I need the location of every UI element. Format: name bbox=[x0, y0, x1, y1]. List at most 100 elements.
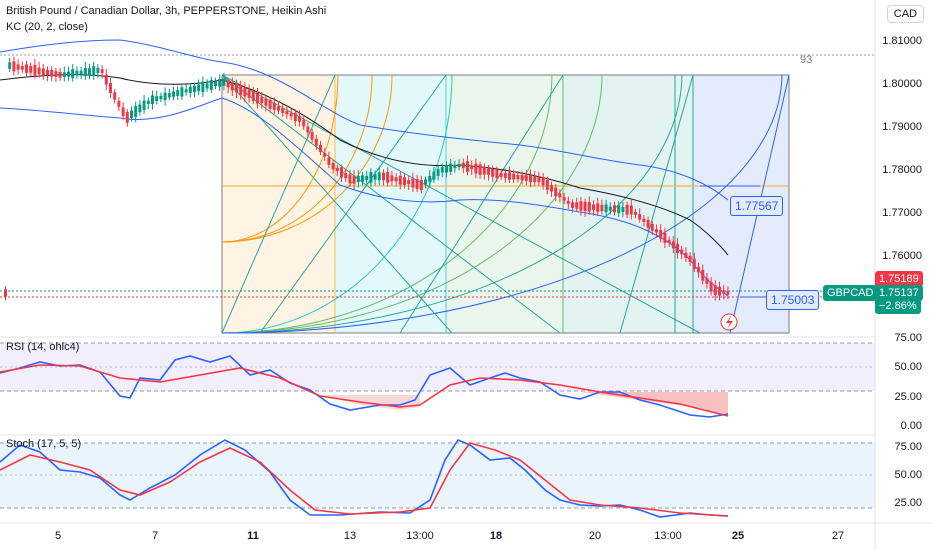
candle-body bbox=[348, 174, 352, 184]
candle-body bbox=[600, 204, 604, 212]
candle-body bbox=[604, 204, 608, 213]
candle-body bbox=[709, 281, 713, 292]
candle-body bbox=[130, 110, 133, 119]
change-tag: −2.86% bbox=[875, 298, 921, 314]
candle-body bbox=[470, 166, 474, 170]
candle-body bbox=[201, 81, 205, 93]
candle-body bbox=[449, 163, 453, 172]
candle-body bbox=[554, 187, 558, 197]
candle-body bbox=[365, 175, 369, 181]
price-tick: 1.79000 bbox=[882, 121, 922, 133]
candle-body bbox=[541, 177, 545, 186]
candle-body bbox=[407, 180, 411, 185]
candle-body bbox=[16, 64, 20, 70]
candle-body bbox=[575, 202, 579, 209]
candle-body bbox=[247, 90, 251, 98]
stoch-pane bbox=[0, 434, 875, 518]
rsi-tick: 0.00 bbox=[900, 420, 922, 432]
candle-body bbox=[25, 64, 28, 73]
candle-body bbox=[583, 201, 587, 211]
candle-body bbox=[4, 289, 7, 297]
indicator-label: KC (20, 2, close) bbox=[6, 21, 88, 33]
candle-body bbox=[37, 67, 41, 75]
candle-body bbox=[621, 206, 625, 212]
candle-body bbox=[218, 79, 222, 87]
candle-body bbox=[306, 126, 310, 133]
candle-body bbox=[88, 68, 91, 75]
candle-body bbox=[579, 201, 583, 211]
candle-body bbox=[520, 174, 524, 181]
candle-body bbox=[382, 172, 385, 181]
candle-body bbox=[663, 232, 667, 243]
candle-body bbox=[650, 223, 654, 231]
candle-body bbox=[608, 206, 612, 211]
candle-body bbox=[277, 106, 280, 111]
drawing-price-label-a[interactable]: 1.77567 bbox=[730, 196, 784, 216]
candle-body bbox=[545, 179, 549, 190]
lightning-alert-icon[interactable] bbox=[720, 313, 738, 331]
candle-body bbox=[256, 92, 259, 104]
candle-body bbox=[390, 175, 394, 182]
candle-body bbox=[239, 85, 243, 96]
rsi-tick: 50.00 bbox=[894, 361, 922, 373]
stoch-tick: 75.00 bbox=[894, 441, 922, 453]
candle-body bbox=[655, 229, 658, 233]
candle-body bbox=[625, 204, 629, 215]
price-tick: 1.77000 bbox=[882, 207, 922, 219]
candle-body bbox=[41, 68, 45, 75]
candle-body bbox=[516, 174, 520, 180]
candle-body bbox=[214, 81, 217, 87]
time-tick: 27 bbox=[831, 530, 845, 542]
symbol-tag[interactable]: GBPCAD bbox=[823, 285, 878, 301]
fib-fan-drawing[interactable] bbox=[221, 74, 790, 334]
candle-body bbox=[629, 205, 633, 215]
candle-body bbox=[592, 204, 595, 210]
candle-body bbox=[634, 211, 637, 215]
candle-body bbox=[117, 100, 121, 107]
candle-body bbox=[50, 69, 54, 77]
candle-body bbox=[167, 93, 171, 98]
candle-body bbox=[243, 87, 247, 97]
candle-body bbox=[373, 174, 377, 180]
candle-body bbox=[289, 113, 293, 117]
candle-body bbox=[352, 175, 356, 184]
time-tick: 25 bbox=[731, 530, 745, 542]
candle-body bbox=[209, 79, 213, 90]
candle-body bbox=[188, 86, 192, 94]
candle-body bbox=[335, 167, 339, 171]
candle-body bbox=[12, 61, 16, 72]
candle-body bbox=[163, 92, 167, 101]
candle-body bbox=[726, 290, 730, 295]
candle-body bbox=[529, 175, 532, 183]
candle-body bbox=[466, 161, 469, 172]
overlay-count: 93 bbox=[800, 54, 813, 66]
price-tick: 1.80000 bbox=[882, 78, 922, 90]
candle-body bbox=[432, 171, 436, 180]
candle-body bbox=[461, 162, 465, 169]
candle-body bbox=[512, 173, 516, 180]
candle-body bbox=[424, 179, 427, 185]
candle-body bbox=[33, 64, 37, 76]
stoch-tick: 25.00 bbox=[894, 497, 922, 509]
time-tick: 5 bbox=[54, 530, 62, 542]
candle-body bbox=[319, 144, 322, 153]
candle-body bbox=[285, 111, 289, 115]
candle-body bbox=[537, 177, 541, 183]
candle-body bbox=[230, 82, 234, 91]
candle-body bbox=[71, 69, 75, 79]
candle-body bbox=[495, 169, 499, 179]
candle-body bbox=[474, 163, 478, 174]
currency-button[interactable]: CAD bbox=[886, 5, 924, 23]
candle-body bbox=[281, 108, 285, 113]
price-tick: 1.76000 bbox=[882, 250, 922, 262]
candle-body bbox=[62, 72, 66, 78]
drawing-price-label-b[interactable]: 1.75003 bbox=[766, 290, 820, 310]
candle-body bbox=[571, 202, 574, 208]
rsi-tick: 75.00 bbox=[894, 332, 922, 344]
candle-body bbox=[205, 83, 209, 89]
candle-body bbox=[226, 80, 230, 88]
candle-body bbox=[680, 249, 684, 255]
candle-body bbox=[67, 71, 70, 77]
candle-body bbox=[394, 177, 398, 182]
